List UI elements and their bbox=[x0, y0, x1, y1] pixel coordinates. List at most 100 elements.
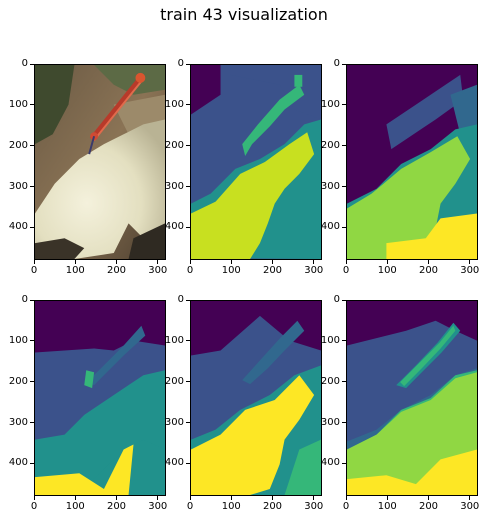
y-tick-mark bbox=[342, 381, 346, 383]
x-tick-label: 0 bbox=[186, 265, 194, 276]
y-tick-mark bbox=[186, 63, 190, 65]
y-tick-mark bbox=[30, 381, 34, 383]
y-tick-label: 200 bbox=[8, 139, 28, 151]
segmentation-panel-2 bbox=[346, 64, 478, 260]
y-tick-mark bbox=[342, 145, 346, 147]
y-tick-mark bbox=[30, 462, 34, 464]
y-tick-label: 200 bbox=[8, 375, 28, 387]
x-tick-label: 200 bbox=[418, 265, 439, 276]
y-tick-mark bbox=[186, 340, 190, 342]
x-tick-mark bbox=[386, 496, 388, 500]
x-tick-mark bbox=[345, 260, 347, 264]
x-tick-label: 100 bbox=[377, 501, 397, 512]
y-tick-mark bbox=[186, 104, 190, 106]
y-tick-mark bbox=[342, 186, 346, 187]
y-tick-label: 300 bbox=[320, 180, 340, 192]
y-tick-label: 200 bbox=[320, 139, 340, 151]
y-tick-mark bbox=[342, 299, 346, 301]
y-tick-label: 300 bbox=[164, 180, 184, 192]
y-tick-label: 400 bbox=[164, 457, 184, 469]
y-tick-label: 200 bbox=[164, 139, 184, 151]
y-tick-mark bbox=[342, 63, 346, 65]
y-tick-mark bbox=[30, 340, 34, 342]
y-tick-label: 100 bbox=[164, 334, 184, 346]
photo-image bbox=[35, 65, 165, 259]
x-tick-label: 200 bbox=[106, 501, 127, 512]
x-tick-mark bbox=[272, 260, 273, 264]
y-tick-mark bbox=[186, 145, 190, 147]
y-tick-mark bbox=[186, 462, 190, 464]
y-tick-label: 400 bbox=[320, 221, 340, 233]
y-tick-label: 0 bbox=[177, 58, 184, 69]
x-tick-mark bbox=[230, 260, 232, 264]
x-tick-mark bbox=[157, 260, 159, 264]
segmentation-map-2 bbox=[347, 65, 477, 259]
y-tick-mark bbox=[186, 226, 190, 228]
x-tick-mark bbox=[157, 496, 159, 500]
y-tick-mark bbox=[342, 340, 346, 342]
y-tick-mark bbox=[30, 186, 34, 187]
x-tick-mark bbox=[230, 496, 232, 500]
x-tick-mark bbox=[428, 496, 429, 500]
x-tick-label: 300 bbox=[148, 501, 168, 512]
y-tick-label: 0 bbox=[21, 294, 28, 305]
x-tick-label: 200 bbox=[262, 265, 283, 276]
y-tick-label: 0 bbox=[21, 58, 28, 69]
y-tick-label: 400 bbox=[8, 457, 28, 469]
y-tick-mark bbox=[30, 422, 34, 423]
y-tick-label: 100 bbox=[8, 98, 28, 110]
x-tick-label: 0 bbox=[186, 501, 194, 512]
x-tick-mark bbox=[345, 496, 347, 500]
y-tick-mark bbox=[186, 299, 190, 301]
segmentation-map-1 bbox=[191, 65, 321, 259]
x-tick-label: 100 bbox=[221, 501, 241, 512]
x-tick-label: 300 bbox=[460, 501, 480, 512]
x-tick-label: 300 bbox=[460, 265, 480, 276]
segmentation-panel-5 bbox=[346, 300, 478, 496]
segmentation-panel-1 bbox=[190, 64, 322, 260]
x-tick-label: 200 bbox=[418, 501, 439, 512]
y-tick-label: 100 bbox=[8, 334, 28, 346]
x-tick-mark bbox=[469, 496, 471, 500]
segmentation-map-5 bbox=[347, 301, 477, 495]
x-tick-mark bbox=[469, 260, 471, 264]
y-tick-mark bbox=[186, 186, 190, 187]
y-tick-mark bbox=[342, 226, 346, 228]
x-tick-label: 0 bbox=[342, 265, 350, 276]
x-tick-label: 100 bbox=[65, 265, 85, 276]
x-tick-label: 200 bbox=[262, 501, 283, 512]
x-tick-mark bbox=[33, 496, 35, 500]
x-tick-label: 100 bbox=[221, 265, 241, 276]
segmentation-panel-4 bbox=[190, 300, 322, 496]
y-tick-mark bbox=[186, 422, 190, 423]
x-tick-mark bbox=[313, 260, 315, 264]
x-tick-mark bbox=[272, 496, 273, 500]
y-tick-label: 0 bbox=[177, 294, 184, 305]
y-tick-mark bbox=[30, 299, 34, 301]
x-tick-mark bbox=[313, 496, 315, 500]
x-tick-label: 300 bbox=[304, 265, 324, 276]
x-tick-label: 300 bbox=[148, 265, 168, 276]
y-tick-mark bbox=[30, 63, 34, 65]
x-tick-label: 0 bbox=[30, 501, 38, 512]
y-tick-label: 300 bbox=[320, 416, 340, 428]
x-tick-mark bbox=[33, 260, 35, 264]
y-tick-mark bbox=[30, 226, 34, 228]
x-tick-mark bbox=[189, 496, 191, 500]
y-tick-label: 300 bbox=[8, 180, 28, 192]
x-tick-mark bbox=[116, 496, 117, 500]
x-tick-mark bbox=[428, 260, 429, 264]
y-tick-mark bbox=[342, 422, 346, 423]
y-tick-label: 100 bbox=[164, 98, 184, 110]
x-tick-label: 100 bbox=[377, 265, 397, 276]
y-tick-label: 300 bbox=[164, 416, 184, 428]
y-tick-label: 300 bbox=[8, 416, 28, 428]
y-tick-label: 100 bbox=[320, 334, 340, 346]
y-tick-label: 0 bbox=[333, 294, 340, 305]
segmentation-map-3 bbox=[35, 301, 165, 495]
x-tick-mark bbox=[386, 260, 388, 264]
figure-title: train 43 visualization bbox=[160, 5, 328, 24]
y-tick-mark bbox=[342, 462, 346, 464]
y-tick-mark bbox=[186, 381, 190, 383]
